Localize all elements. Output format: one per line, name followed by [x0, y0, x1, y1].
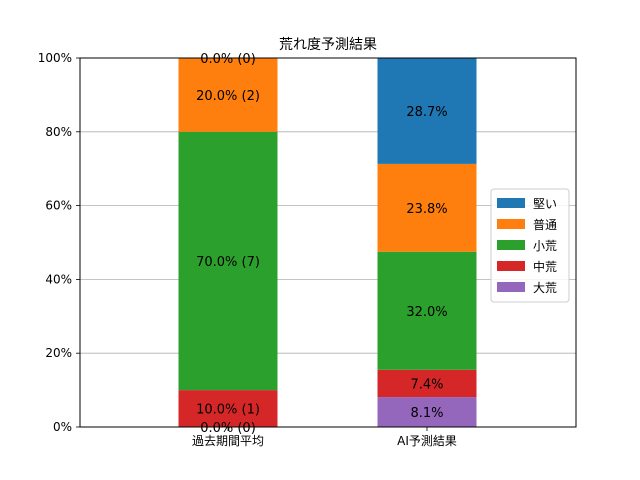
- y-tick-label: 40%: [45, 272, 72, 286]
- x-tick-label: 過去期間平均: [192, 434, 264, 448]
- data-labels: 0.0% (0)10.0% (1)70.0% (7)20.0% (2)0.0% …: [196, 52, 448, 436]
- bar-segment: [377, 251, 477, 370]
- y-tick-label: 60%: [45, 199, 72, 213]
- legend-label: 堅い: [533, 197, 557, 211]
- data-label: 7.4%: [410, 377, 443, 392]
- bar-segment: [377, 369, 477, 398]
- axes: 0% 20% 40% 60% 80% 100% 過去期間平均 AI予測結果: [38, 51, 457, 448]
- legend-swatch: [497, 198, 525, 208]
- bar-segment: [377, 58, 477, 164]
- data-label: 23.8%: [406, 202, 447, 217]
- y-tick-label: 0%: [53, 420, 72, 434]
- bar-segment: [377, 397, 477, 427]
- legend-label: 大荒: [533, 281, 557, 295]
- legend-swatch: [497, 219, 525, 229]
- data-label: 10.0% (1): [196, 403, 260, 418]
- legend-box: [490, 188, 570, 303]
- legend-label: 小荒: [533, 239, 557, 253]
- bar-segment: [178, 58, 278, 132]
- data-label: 8.1%: [410, 406, 443, 421]
- legend-label: 中荒: [533, 259, 557, 274]
- legend-swatch: [497, 282, 525, 292]
- data-label: 28.7%: [406, 105, 447, 120]
- x-tick-label: AI予測結果: [397, 434, 457, 448]
- chart-title: 荒れ度予測結果: [279, 37, 377, 53]
- bar-segment: [178, 390, 278, 427]
- legend-swatch: [497, 261, 525, 271]
- data-label: 20.0% (2): [196, 89, 260, 104]
- bar-segment: [377, 163, 477, 252]
- plot-frame: [79, 57, 577, 428]
- y-tick-label: 80%: [45, 125, 72, 139]
- data-label: 32.0%: [406, 305, 447, 320]
- data-label: 70.0% (7): [196, 255, 260, 270]
- data-label: 0.0% (0): [200, 52, 256, 67]
- bars: [178, 58, 477, 427]
- y-tick-label: 100%: [38, 51, 72, 65]
- bar-segment: [178, 131, 278, 391]
- y-tick-label: 20%: [45, 346, 72, 360]
- legend-label: 普通: [533, 218, 557, 232]
- legend-swatch: [497, 240, 525, 250]
